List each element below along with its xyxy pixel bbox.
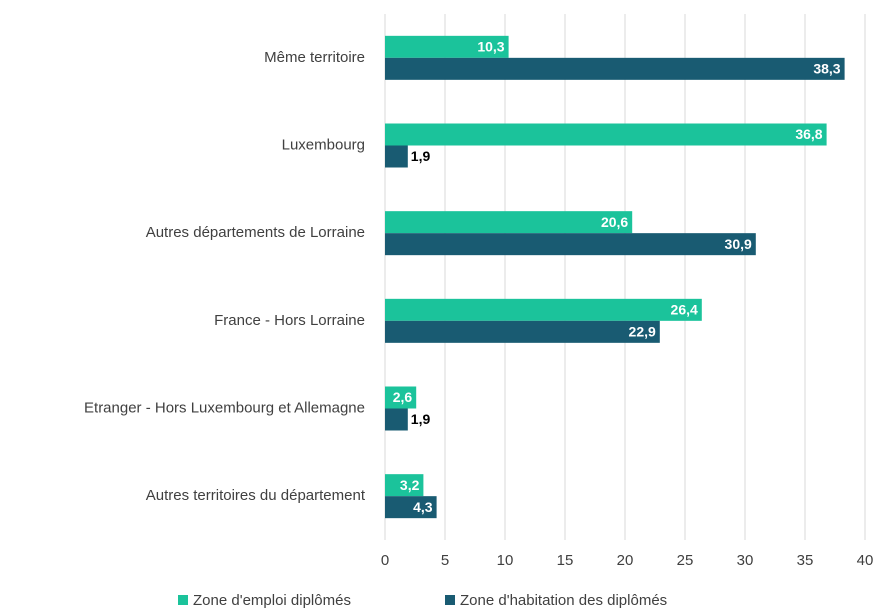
value-label: 10,3 [477, 39, 504, 55]
value-label: 4,3 [413, 499, 433, 515]
bar [385, 233, 756, 256]
value-label: 30,9 [725, 236, 752, 252]
bar [385, 57, 845, 80]
legend-label: Zone d'emploi diplômés [193, 592, 351, 609]
x-tick-label: 40 [857, 552, 874, 569]
bar [385, 211, 633, 234]
bar [385, 320, 660, 343]
value-label: 38,3 [813, 61, 840, 77]
value-label: 26,4 [671, 302, 698, 318]
category-label: Même territoire [264, 49, 365, 66]
category-label: Luxembourg [282, 136, 365, 153]
bar [385, 386, 417, 409]
category-label: Etranger - Hors Luxembourg et Allemagne [84, 399, 365, 416]
x-tick-label: 10 [497, 552, 514, 569]
bar [385, 298, 702, 321]
x-tick-label: 0 [381, 552, 389, 569]
x-tick-label: 20 [617, 552, 634, 569]
value-label: 2,6 [393, 389, 413, 405]
x-tick-label: 35 [797, 552, 814, 569]
bar [385, 474, 424, 497]
category-label: Autres territoires du département [146, 487, 366, 504]
bar [385, 408, 408, 431]
category-label: France - Hors Lorraine [214, 312, 365, 329]
x-tick-label: 5 [441, 552, 449, 569]
bar [385, 123, 827, 146]
value-label: 36,8 [795, 126, 822, 142]
category-label: Autres départements de Lorraine [146, 224, 365, 241]
legend-swatch [445, 595, 455, 605]
value-label: 3,2 [400, 477, 420, 493]
bar [385, 35, 509, 58]
legend-swatch [178, 595, 188, 605]
value-label: 22,9 [629, 324, 656, 340]
bar [385, 145, 408, 168]
legend-label: Zone d'habitation des diplômés [460, 592, 667, 609]
x-tick-label: 30 [737, 552, 754, 569]
value-label: 20,6 [601, 214, 628, 230]
bar [385, 496, 437, 519]
x-tick-label: 25 [677, 552, 694, 569]
x-tick-label: 15 [557, 552, 574, 569]
value-label: 1,9 [411, 411, 431, 427]
value-label: 1,9 [411, 148, 431, 164]
